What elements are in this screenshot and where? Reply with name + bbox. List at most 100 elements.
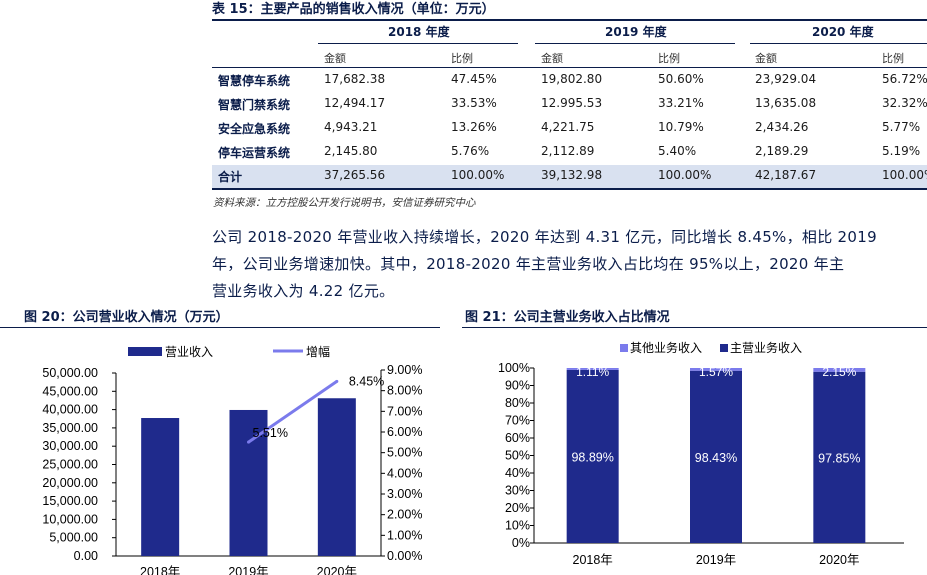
y-tick-label: 30%: [505, 484, 530, 498]
year-underline-2018: [318, 43, 518, 44]
left-tick-label: 30,000.00: [42, 439, 98, 453]
table-cell: 12,494.17: [324, 96, 386, 110]
right-tick-label: 7.00%: [387, 404, 422, 418]
y-tick-label: 0%: [512, 536, 530, 550]
left-tick-label: 5,000.00: [49, 531, 98, 545]
year-underline-2020: [750, 43, 927, 44]
left-tick-label: 40,000.00: [42, 403, 98, 417]
main-revenue-bar: [690, 370, 742, 543]
table-cell: 2,145.80: [324, 144, 378, 158]
table-cell: 39,132.98: [541, 168, 603, 182]
row-label: 智慧门禁系统: [218, 98, 291, 112]
growth-line: [247, 380, 338, 444]
year-header-2018: 2018 年度: [388, 25, 450, 39]
y-tick-label: 40%: [505, 466, 530, 480]
row-label: 停车运营系统: [218, 146, 291, 160]
y-tick-label: 90%: [505, 379, 530, 393]
left-tick-label: 15,000.00: [42, 494, 98, 508]
table-top-rule: [212, 19, 927, 21]
growth-point: [335, 379, 339, 383]
growth-data-label: 8.45%: [349, 374, 384, 388]
category-label: 2019年: [696, 553, 736, 567]
table-cell: 2,434.26: [755, 120, 809, 134]
table-cell: 37,265.56: [324, 168, 386, 182]
figure-20-title: 图 20：公司营业收入情况（万元）: [24, 310, 229, 325]
row-label: 安全应急系统: [218, 122, 291, 136]
table-cell: 5.40%: [658, 144, 697, 158]
table-title: 表 15：主要产品的销售收入情况（单位：万元）: [212, 2, 495, 17]
revenue-bar: [141, 418, 180, 556]
other-data-label: 1.11%: [576, 365, 609, 379]
table-cell: 100.00%: [451, 168, 505, 182]
share-chart-plot: 0% 10% 20% 30% 40% 50% 60% 70% 80% 90% 100% 98.89% 1…: [498, 340, 904, 567]
sub-ratio-2018: 比例: [451, 52, 473, 65]
left-tick-label: 45,000.00: [42, 384, 98, 398]
category-label: 2018年: [573, 553, 613, 567]
table-cell: 12.995.53: [541, 96, 603, 110]
header-bottom-rule: [212, 67, 927, 68]
right-tick-label: 3.00%: [387, 487, 422, 501]
paragraph-line-1: 公司 2018-2020 年营业收入持续增长，2020 年达到 4.31 亿元，…: [212, 228, 877, 246]
main-data-label: 98.43%: [695, 451, 737, 465]
right-tick-label: 5.00%: [387, 446, 422, 460]
legend-label-other: 其他业务收入: [630, 340, 702, 355]
table-cell: 47.45%: [451, 72, 497, 86]
legend-swatch-main: [720, 344, 728, 352]
table-cell: 2,189.29: [755, 144, 809, 158]
table-cell: 17,682.38: [324, 72, 386, 86]
table-cell: 23,929.04: [755, 72, 817, 86]
sub-amount-2019: 金额: [541, 52, 563, 65]
year-underline-2019: [535, 43, 735, 44]
left-tick-label: 10,000.00: [42, 512, 98, 526]
year-header-2019: 2019 年度: [605, 25, 667, 39]
paragraph-line-3: 营业务收入为 4.22 亿元。: [212, 282, 395, 300]
table-source: 资料来源：立方控股公开发行说明书，安信证券研究中心: [213, 197, 476, 209]
figure-20-rule: [0, 327, 440, 328]
table-cell: 4,943.21: [324, 120, 378, 134]
revenue-chart: 0.00 5,000.00 10,000.00 15,000.00 20,000.00 2…: [42, 344, 422, 575]
table-cell: 32.32%: [882, 96, 927, 110]
legend-label-growth: 增幅: [306, 344, 330, 359]
y-tick-label: 60%: [505, 431, 530, 445]
right-tick-label: 2.00%: [387, 508, 422, 522]
table-cell: 4,221.75: [541, 120, 595, 134]
table-bottom-rule: [212, 188, 927, 190]
category-label: 2020年: [819, 553, 859, 567]
sub-amount-2020: 金额: [755, 52, 777, 65]
sub-amount-2018: 金额: [324, 52, 346, 65]
table-cell: 33.21%: [658, 96, 704, 110]
revenue-chart-plot: 0.00 5,000.00 10,000.00 15,000.00 20,000.00 2…: [42, 344, 422, 575]
table-cell: 100.00%: [882, 168, 927, 182]
growth-point: [247, 440, 250, 444]
revenue-bar: [317, 398, 356, 556]
figure-21-rule: [462, 327, 927, 328]
y-tick-label: 50%: [505, 449, 530, 463]
y-tick-label: 20%: [505, 501, 530, 515]
legend-swatch-revenue: [128, 347, 162, 356]
right-tick-label: 0.00%: [387, 549, 422, 563]
year-header-2020: 2020 年度: [812, 25, 874, 39]
table-cell: 13.26%: [451, 120, 497, 134]
table-cell: 10.79%: [658, 120, 704, 134]
y-tick-label: 10%: [505, 519, 530, 533]
right-tick-label: 6.00%: [387, 425, 422, 439]
y-tick-label: 100%: [498, 361, 530, 375]
table-cell: 19,802.80: [541, 72, 603, 86]
table-cell: 33.53%: [451, 96, 497, 110]
other-data-label: 1.57%: [699, 365, 733, 379]
main-revenue-bar: [813, 371, 866, 543]
main-data-label: 98.89%: [571, 450, 613, 464]
y-tick-label: 70%: [505, 414, 530, 428]
category-label: 2020年: [317, 565, 357, 575]
row-label: 合计: [218, 170, 243, 184]
other-revenue-bar: [690, 368, 742, 371]
other-revenue-bar: [566, 368, 619, 370]
sub-ratio-2019: 比例: [658, 52, 680, 65]
left-tick-label: 20,000.00: [42, 476, 98, 490]
main-revenue-bar: [566, 369, 619, 543]
left-tick-label: 50,000.00: [42, 366, 98, 380]
main-data-label: 97.85%: [818, 451, 860, 465]
row-label: 智慧停车系统: [218, 74, 291, 88]
left-tick-label: 35,000.00: [42, 421, 98, 435]
left-tick-label: 0.00: [74, 549, 98, 563]
